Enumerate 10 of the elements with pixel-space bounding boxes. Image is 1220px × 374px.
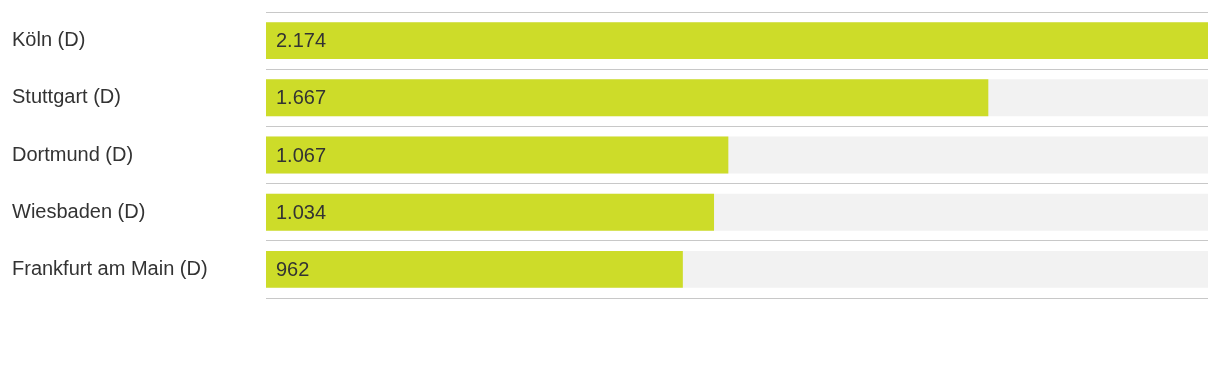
data-label: 2.174 <box>276 29 327 52</box>
y-tick-label: Stuttgart (D) <box>12 85 121 108</box>
y-tick-label: Köln (D) <box>12 28 86 51</box>
data-label: 1.067 <box>276 143 327 166</box>
y-tick-label: Wiesbaden (D) <box>12 199 146 222</box>
data-label: 1.667 <box>276 86 327 109</box>
data-label: 962 <box>276 257 310 280</box>
y-tick-label: Dortmund (D) <box>12 142 134 165</box>
y-tick-label: Frankfurt am Main (D) <box>12 256 208 279</box>
data-label: 1.034 <box>276 200 327 223</box>
